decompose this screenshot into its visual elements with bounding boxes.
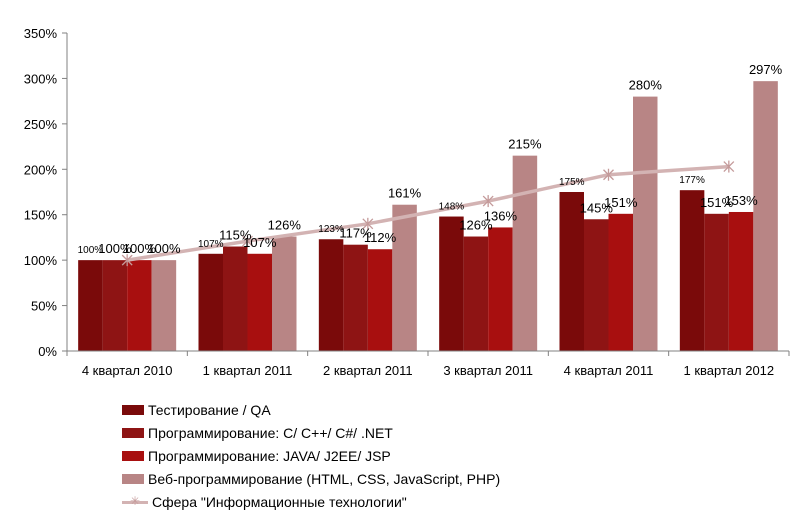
y-tick-label: 350% — [24, 26, 58, 41]
data-label: 161% — [388, 186, 422, 201]
legend-item: Тестирование / QA — [122, 398, 500, 421]
y-tick-label: 0% — [38, 344, 57, 359]
data-label: 215% — [508, 137, 542, 152]
bar — [127, 260, 152, 351]
bar — [343, 244, 368, 351]
x-tick-label: 4 квартал 2011 — [564, 363, 654, 378]
legend-item: Программирование: JAVA/ J2EE/ JSP — [122, 444, 500, 467]
x-tick-label: 4 квартал 2010 — [82, 363, 173, 378]
x-tick-label: 2 квартал 2011 — [323, 363, 413, 378]
data-label: 112% — [364, 230, 397, 245]
data-label: 117% — [339, 226, 372, 241]
bar — [633, 96, 658, 351]
bar — [272, 236, 297, 351]
data-label: 123% — [318, 224, 344, 235]
data-label: 126% — [268, 218, 302, 233]
legend-line-key: ✳ — [122, 493, 148, 509]
legend-label: Программирование: С/ С++/ С#/ .NET — [148, 424, 393, 441]
data-label: 126% — [459, 218, 493, 233]
data-label: 100% — [147, 241, 181, 256]
data-labels: 100% 107% 123% 148% 175% 177% 100% 115% 117% 126%… — [78, 62, 783, 256]
data-label: 107% — [243, 235, 277, 250]
bar — [151, 260, 177, 351]
legend-label: Тестирование / QA — [148, 401, 271, 418]
bar — [512, 155, 538, 351]
bar — [223, 246, 248, 351]
data-label: 145% — [580, 200, 614, 215]
bar — [728, 211, 754, 351]
legend-item: Программирование: С/ С++/ С#/ .NET — [122, 421, 500, 444]
x-axis: 4 квартал 2010 1 квартал 2011 2 квартал 20… — [66, 350, 790, 378]
bar — [439, 216, 464, 351]
line-marker — [121, 254, 133, 267]
y-axis: 0% 50% 100% 150% 200% 250% 300% 350% — [24, 26, 68, 359]
data-label: 100% — [98, 241, 132, 256]
legend-label: Сфера "Информационные технологии" — [152, 493, 407, 510]
bar — [559, 192, 584, 351]
x-tick-label: 3 квартал 2011 — [443, 363, 533, 378]
legend-swatch — [122, 427, 144, 438]
bar — [704, 213, 729, 351]
y-tick-label: 300% — [24, 71, 58, 86]
data-label: 100% — [78, 245, 104, 256]
data-label: 151% — [700, 195, 734, 210]
x-tick-label: 1 квартал 2012 — [684, 363, 775, 378]
legend-swatch — [122, 450, 144, 461]
trend-line — [121, 160, 735, 267]
bar — [488, 227, 513, 351]
data-label: 280% — [629, 78, 663, 93]
trend-line-path — [126, 164, 729, 262]
legend: Тестирование / QA Программирование: С/ С… — [122, 398, 500, 513]
line-marker — [482, 195, 494, 208]
data-label: 151% — [604, 195, 638, 210]
bar — [392, 204, 417, 351]
cross-marker-icon: ✳ — [130, 493, 141, 508]
bar — [753, 81, 778, 351]
bars — [78, 81, 778, 351]
data-label: 148% — [439, 202, 465, 213]
y-tick-label: 250% — [24, 117, 58, 132]
data-label: 177% — [679, 175, 705, 186]
data-label: 100% — [123, 241, 157, 256]
data-label: 153% — [724, 193, 758, 208]
bar — [367, 249, 393, 351]
bar — [679, 190, 705, 351]
line-marker — [723, 160, 735, 173]
data-label: 136% — [484, 208, 518, 223]
line-marker — [603, 168, 614, 181]
bar — [198, 253, 223, 351]
y-tick-label: 200% — [24, 162, 58, 177]
y-tick-label: 50% — [31, 299, 57, 314]
legend-item: Веб-программирование (HTML, CSS, JavaScr… — [122, 467, 500, 490]
bar — [608, 213, 633, 351]
line-marker — [362, 217, 374, 230]
y-tick-label: 150% — [24, 208, 58, 223]
legend-item: ✳ Сфера "Информационные технологии" — [122, 490, 500, 513]
bar — [78, 260, 103, 351]
data-label: 175% — [559, 177, 585, 188]
line-marker — [242, 235, 253, 248]
legend-swatch — [122, 473, 144, 484]
bar — [584, 219, 609, 351]
bar — [102, 260, 128, 351]
x-tick-label: 1 квартал 2011 — [203, 363, 293, 378]
data-label: 297% — [749, 62, 783, 77]
bar — [247, 253, 272, 351]
bar — [318, 239, 344, 351]
y-tick-label: 100% — [24, 253, 58, 268]
data-label: 115% — [219, 228, 252, 243]
bar — [463, 236, 489, 351]
legend-label: Веб-программирование (HTML, CSS, JavaScr… — [148, 470, 501, 487]
legend-label: Программирование: JAVA/ J2EE/ JSP — [148, 447, 391, 464]
legend-swatch — [122, 404, 144, 415]
data-label: 107% — [198, 239, 224, 250]
